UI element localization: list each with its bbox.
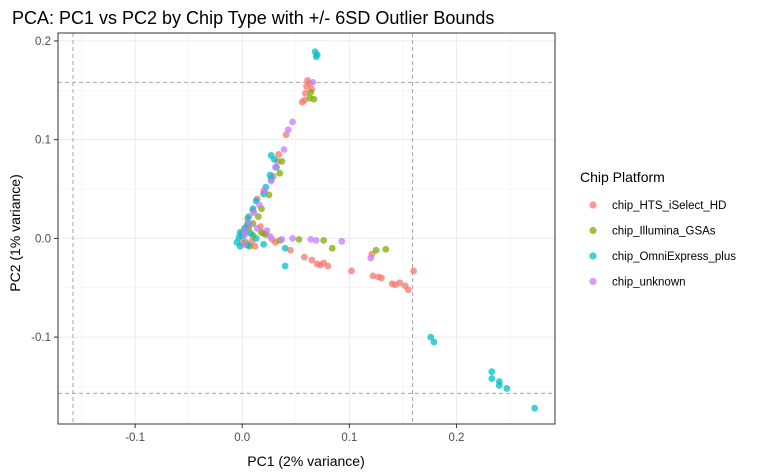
data-point xyxy=(280,146,288,153)
data-point xyxy=(270,155,278,163)
data-point xyxy=(430,338,438,346)
legend-key xyxy=(589,252,597,260)
data-point xyxy=(263,227,271,234)
legend-label: chip_Illumina_GSAs xyxy=(612,226,716,238)
data-point xyxy=(289,118,296,126)
x-axis-title: PC1 (2% variance) xyxy=(247,453,365,469)
data-point xyxy=(281,262,289,270)
data-point xyxy=(245,213,253,221)
legend: Chip Platform chip_HTS_iSelect_HD chip_Il… xyxy=(580,169,736,289)
data-point xyxy=(503,385,511,392)
data-point xyxy=(324,262,332,270)
data-point xyxy=(295,235,303,243)
data-point xyxy=(276,169,284,177)
data-point xyxy=(372,246,380,254)
data-point xyxy=(278,235,286,243)
data-point xyxy=(265,191,273,199)
data-point xyxy=(251,242,259,250)
data-point xyxy=(348,267,355,275)
data-point xyxy=(396,279,404,287)
legend-label: chip_unknown xyxy=(612,277,686,289)
data-point xyxy=(275,151,283,158)
legend-key xyxy=(589,226,597,235)
data-point xyxy=(404,286,412,294)
data-point xyxy=(240,240,248,248)
y-tick-label: 0.1 xyxy=(35,135,51,147)
data-point xyxy=(281,244,289,252)
data-point xyxy=(252,234,260,242)
data-point xyxy=(488,368,496,376)
legend-label: chip_OmniExpress_plus xyxy=(612,251,736,263)
data-point xyxy=(287,246,294,254)
data-point xyxy=(367,254,375,262)
data-point xyxy=(289,234,296,242)
data-point xyxy=(246,220,254,227)
legend-item: chip_HTS_iSelect_HD xyxy=(589,200,726,212)
y-tick-label: 0.2 xyxy=(35,36,51,48)
legend-item: chip_Illumina_GSAs xyxy=(589,226,716,238)
x-tick-label: -0.1 xyxy=(125,432,145,444)
legend-label: chip_HTS_iSelect_HD xyxy=(612,200,726,212)
y-tick-label: -0.1 xyxy=(31,332,51,344)
data-point xyxy=(308,256,316,264)
data-point xyxy=(309,78,317,86)
data-point xyxy=(410,267,418,275)
data-point xyxy=(369,272,377,280)
data-point xyxy=(307,88,315,96)
data-point xyxy=(382,245,390,253)
x-tick-label: 0.2 xyxy=(448,432,464,444)
data-points xyxy=(233,48,539,412)
outlier-bounds xyxy=(57,32,556,425)
data-point xyxy=(247,230,255,237)
data-point xyxy=(302,89,309,97)
data-point xyxy=(307,235,315,243)
data-point xyxy=(254,213,262,221)
y-axis: -0.1 0.0 0.1 0.2 xyxy=(31,36,58,344)
data-point xyxy=(495,382,503,389)
data-point xyxy=(272,163,279,171)
data-point xyxy=(255,201,263,209)
x-tick-label: 0.0 xyxy=(234,432,250,444)
data-point xyxy=(240,232,248,239)
series-chip_unknown xyxy=(240,78,375,262)
data-point xyxy=(261,187,269,195)
x-axis: -0.1 0.0 0.1 0.2 xyxy=(125,424,464,444)
legend-item: chip_unknown xyxy=(589,277,686,289)
data-point xyxy=(278,157,286,165)
data-point xyxy=(298,98,306,106)
data-point xyxy=(284,126,292,134)
legend-key xyxy=(589,277,597,286)
data-point xyxy=(260,240,268,248)
data-point xyxy=(320,236,328,244)
data-point xyxy=(266,232,274,240)
data-point xyxy=(378,274,385,282)
data-point xyxy=(312,236,320,244)
data-point xyxy=(303,82,310,90)
data-point xyxy=(267,177,275,185)
legend-item: chip_OmniExpress_plus xyxy=(589,251,736,263)
data-point xyxy=(427,333,435,341)
y-tick-label: 0.0 xyxy=(35,233,51,245)
x-tick-label: 0.1 xyxy=(341,432,357,444)
legend-title: Chip Platform xyxy=(580,169,665,185)
data-point xyxy=(338,237,346,245)
data-point xyxy=(306,94,314,102)
data-point xyxy=(488,375,496,382)
data-point xyxy=(300,253,308,261)
legend-key xyxy=(589,201,597,209)
data-point xyxy=(312,53,320,61)
y-axis-title: PC2 (1% variance) xyxy=(7,174,23,292)
panel-border xyxy=(57,32,556,425)
data-point xyxy=(328,244,336,252)
data-point xyxy=(250,209,258,217)
data-point xyxy=(531,404,539,412)
data-point xyxy=(253,225,261,232)
chart-title: PCA: PC1 vs PC2 by Chip Type with +/- 6S… xyxy=(12,8,494,28)
